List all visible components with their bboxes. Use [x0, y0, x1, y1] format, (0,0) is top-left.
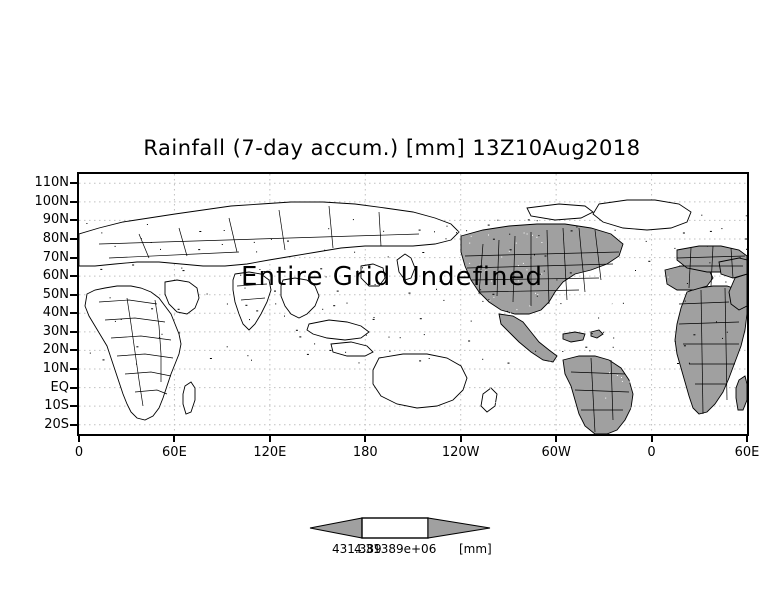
colorbar[interactable]: [300, 514, 500, 548]
x-tick-mark: [459, 436, 462, 442]
colorbar-extend-max: [427, 517, 491, 539]
country-borders: [98, 205, 746, 433]
x-tick-mark: [746, 436, 748, 442]
x-tick-mark: [268, 436, 271, 442]
y-tick-mark: [70, 182, 77, 185]
y-tick-label: 100N: [34, 193, 69, 209]
colorbar-max-label: 4.31389e+06: [354, 542, 437, 556]
y-tick-mark: [70, 386, 77, 389]
y-tick-label: 40N: [42, 305, 69, 321]
colorbar-unit-label: [mm]: [459, 542, 492, 556]
map-plot-area[interactable]: [77, 172, 749, 436]
x-tick-label: 120W: [441, 445, 480, 460]
x-tick-mark: [78, 436, 80, 442]
x-tick-label: 60W: [541, 445, 571, 460]
x-tick-label: 180: [352, 445, 378, 460]
colorbar-level-box: [361, 517, 429, 539]
x-tick-label: 0: [74, 445, 84, 460]
x-tick-label: 60E: [734, 445, 760, 460]
y-tick-label: 90N: [42, 212, 69, 228]
y-tick-label: 50N: [42, 286, 69, 302]
x-tick-label: 0: [647, 445, 656, 460]
y-tick-mark: [70, 275, 77, 278]
y-tick-mark: [70, 349, 77, 352]
y-tick-mark: [70, 405, 77, 408]
page-title: Rainfall (7-day accum.) [mm] 13Z10Aug201…: [143, 136, 641, 160]
x-tick-label: 120E: [253, 445, 287, 460]
y-tick-label: 70N: [42, 249, 69, 265]
y-tick-mark: [70, 368, 77, 370]
colorbar-svg: [309, 517, 491, 539]
y-tick-mark: [70, 423, 77, 426]
y-tick-mark: [70, 330, 77, 333]
y-tick-label: 10N: [42, 361, 69, 376]
undefined-speckle: [384, 230, 669, 432]
y-tick-label: 30N: [42, 323, 69, 339]
y-tick-label: 80N: [42, 231, 69, 246]
y-tick-mark: [70, 238, 77, 240]
y-tick-mark: [70, 200, 77, 203]
x-tick-mark: [555, 436, 558, 442]
x-tick-mark: [650, 436, 653, 442]
world-map-svg: [79, 174, 747, 434]
y-tick-mark: [70, 293, 77, 296]
y-tick-mark: [70, 256, 77, 259]
y-tick-label: 60N: [42, 268, 69, 284]
colorbar-extend-min: [309, 517, 363, 539]
y-tick-label: 10S: [44, 398, 69, 414]
island-speckle: [86, 214, 747, 365]
colorbar-min-label: 431.389: [332, 542, 382, 556]
y-tick-label: 110N: [34, 175, 69, 191]
x-tick-mark: [173, 436, 176, 442]
y-tick-mark: [70, 312, 77, 315]
y-tick-label: 20N: [42, 342, 69, 358]
y-tick-label: 20S: [44, 416, 69, 432]
x-tick-label: 60E: [162, 445, 187, 460]
y-tick-mark: [70, 219, 77, 222]
x-tick-mark: [364, 436, 367, 442]
y-tick-label: EQ: [50, 379, 69, 395]
